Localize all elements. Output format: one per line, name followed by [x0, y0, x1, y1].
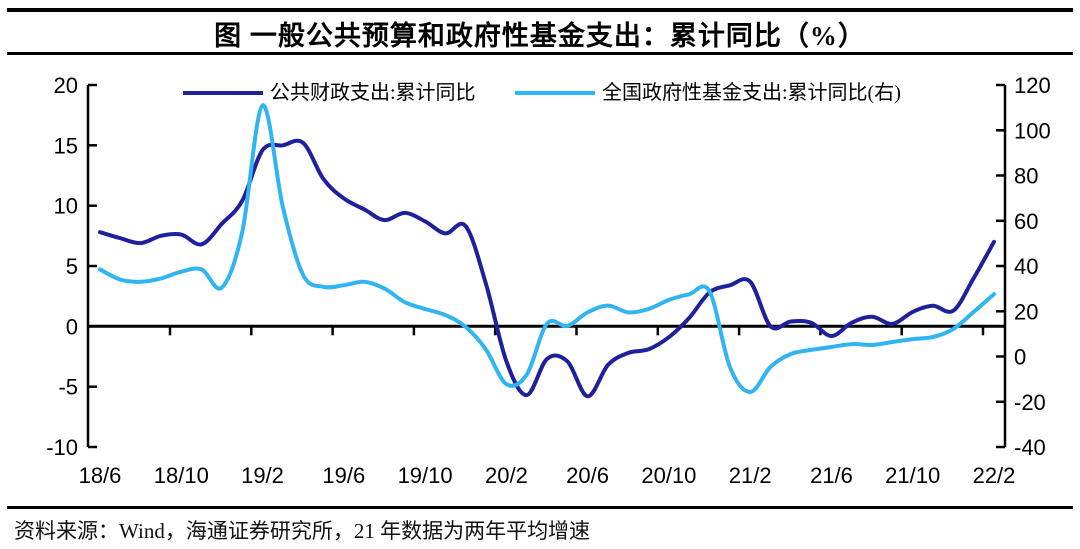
x-axis-label: 20/10 [641, 463, 696, 488]
x-axis-label: 18/6 [79, 463, 122, 488]
source-note: 资料来源：Wind，海通证券研究所，21 年数据为两年平均增速 [14, 519, 591, 543]
x-axis-label: 19/2 [241, 463, 284, 488]
right-axis-tick-label: -20 [1014, 390, 1046, 415]
x-axis-label: 21/10 [885, 463, 940, 488]
right-axis-tick-label: 100 [1014, 118, 1051, 143]
right-axis-tick-label: 60 [1014, 209, 1038, 234]
left-axis-tick-label: 0 [66, 314, 78, 339]
legend-label-fiscal: 公共财政支出:累计同比 [270, 81, 476, 104]
fund-series-line [98, 103, 996, 394]
x-axis-label: 20/6 [566, 463, 609, 488]
x-axis-label: 19/10 [398, 463, 453, 488]
left-axis-tick-label: 5 [66, 254, 78, 279]
chart-area: 20 15 10 5 0 -5 -10 120 100 80 60 40 20 0 -20 -40 18/6 18… [0, 55, 1080, 505]
right-axis-tick-label: 0 [1014, 345, 1026, 370]
right-axis-tick-label: 80 [1014, 164, 1038, 189]
x-axis-label: 19/6 [322, 463, 365, 488]
x-axis-label: 20/2 [485, 463, 528, 488]
chart-title: 图 一般公共预算和政府性基金支出：累计同比（%） [214, 21, 866, 51]
expenditure-line-chart: 20 15 10 5 0 -5 -10 120 100 80 60 40 20 0 -20 -40 18/6 18… [46, 73, 1051, 488]
left-axis-tick-label: 15 [54, 133, 78, 158]
title-divider-rule [7, 52, 1073, 55]
x-axis-label: 21/6 [810, 463, 853, 488]
right-axis-tick-label: 20 [1014, 299, 1038, 324]
right-axis-tick-label: 40 [1014, 254, 1038, 279]
x-axis-label: 18/10 [154, 463, 209, 488]
x-axis-label: 22/2 [973, 463, 1016, 488]
right-axis-tick-label: -40 [1014, 435, 1046, 460]
left-axis-tick-label: -10 [46, 435, 78, 460]
right-axis-tick-label: 120 [1014, 73, 1051, 98]
left-axis-tick-label: 10 [54, 194, 78, 219]
legend-label-fund: 全国政府性基金支出:累计同比(右) [602, 81, 901, 104]
left-axis-tick-label: -5 [58, 375, 78, 400]
left-axis-tick-label: 20 [54, 73, 78, 98]
x-axis-label: 21/2 [729, 463, 772, 488]
bottom-border-rule [7, 506, 1073, 509]
top-border-rule [7, 8, 1073, 12]
